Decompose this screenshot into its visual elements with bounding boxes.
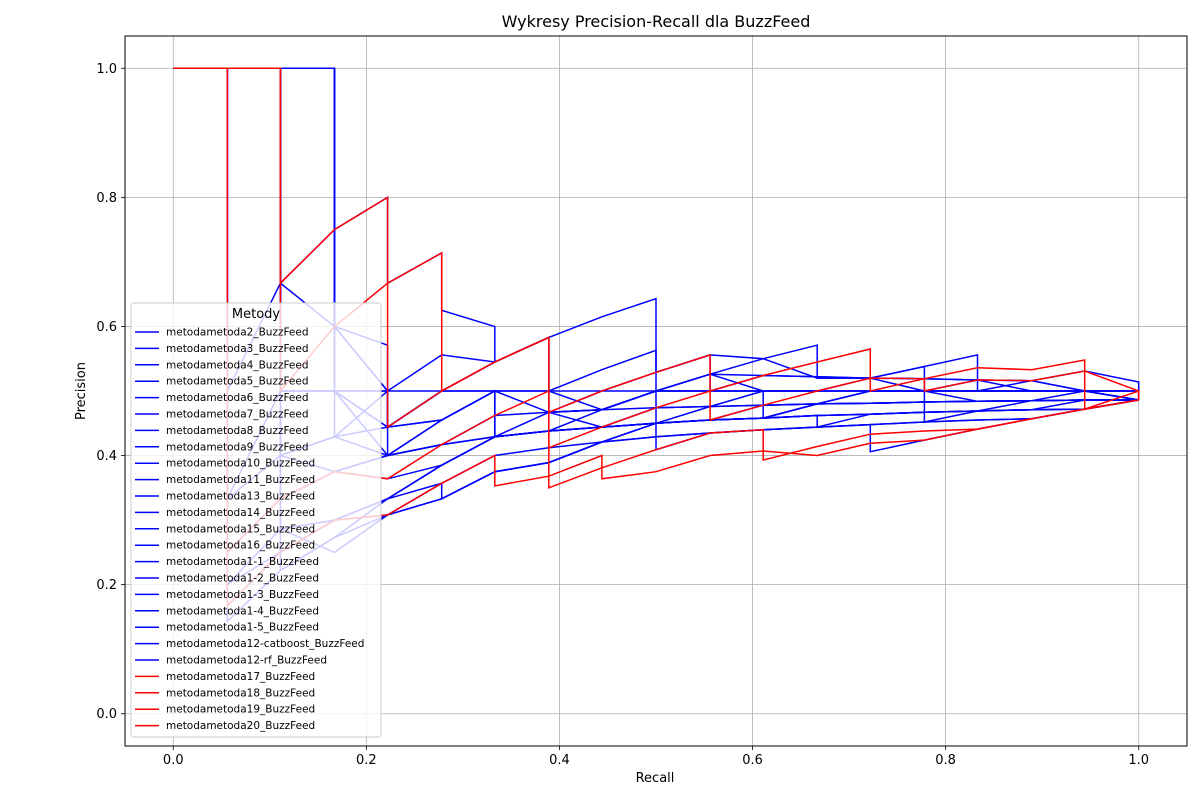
legend-box <box>130 302 382 738</box>
legend-label: metodametoda20_BuzzFeed <box>166 720 315 732</box>
x-tick-label: 0.6 <box>742 753 763 768</box>
legend-label: metodametoda19_BuzzFeed <box>166 704 315 716</box>
legend-label: metodametoda12-rf_BuzzFeed <box>166 655 327 667</box>
series-line-metodametoda17_BuzzFeed <box>173 67 1140 449</box>
x-tick-label: 0.2 <box>356 753 377 768</box>
legend-label: metodametoda12-catboost_BuzzFeed <box>166 638 364 650</box>
legend-label: metodametoda11_BuzzFeed <box>166 474 315 486</box>
y-tick-label: 0.2 <box>96 578 117 593</box>
x-axis: 0.0 0.2 0.4 0.6 0.8 1.0 <box>163 746 1149 768</box>
legend-label: metodametoda1-4_BuzzFeed <box>166 605 319 617</box>
y-tick-label: 0.0 <box>96 707 117 722</box>
legend-label: metodametoda8_BuzzFeed <box>166 425 309 437</box>
plot-frame <box>124 35 1188 747</box>
legend-label: metodametoda5_BuzzFeed <box>166 376 309 388</box>
x-tick-label: 1.0 <box>1128 753 1149 768</box>
legend-label: metodametoda18_BuzzFeed <box>166 687 315 699</box>
y-tick-label: 0.8 <box>96 191 117 206</box>
legend-label: metodametoda1-3_BuzzFeed <box>166 589 319 601</box>
legend-label: metodametoda6_BuzzFeed <box>166 392 309 404</box>
legend-label: metodametoda1-1_BuzzFeed <box>166 556 319 568</box>
x-tick-label: 0.4 <box>549 753 570 768</box>
legend-title: Metody <box>232 307 281 322</box>
legend: Metody metodametoda2_BuzzFeedmetodametod… <box>130 302 382 738</box>
legend-label: metodametoda7_BuzzFeed <box>166 409 309 421</box>
series-line-metodametoda18_BuzzFeed <box>173 67 1140 421</box>
legend-label: metodametoda3_BuzzFeed <box>166 343 309 355</box>
y-axis-label: Precision <box>74 362 89 420</box>
y-axis: 0.0 0.2 0.4 0.6 0.8 1.0 <box>96 62 125 722</box>
legend-label: metodametoda1-5_BuzzFeed <box>166 622 319 634</box>
x-axis-label: Recall <box>636 771 675 786</box>
y-tick-label: 0.6 <box>96 320 117 335</box>
x-tick-label: 0.8 <box>935 753 956 768</box>
legend-entries: metodametoda2_BuzzFeed metodametoda3_Buzz… <box>135 327 364 732</box>
legend-label: metodametoda10_BuzzFeed <box>166 458 315 470</box>
legend-label: metodametoda9_BuzzFeed <box>166 441 309 453</box>
x-tick-label: 0.0 <box>163 753 184 768</box>
legend-label: metodametoda4_BuzzFeed <box>166 359 309 371</box>
legend-label: metodametoda13_BuzzFeed <box>166 491 315 503</box>
legend-label: metodametoda1-2_BuzzFeed <box>166 573 319 585</box>
chart-title: Wykresy Precision-Recall dla BuzzFeed <box>502 12 811 31</box>
legend-label: metodametoda16_BuzzFeed <box>166 540 315 552</box>
legend-label: metodametoda17_BuzzFeed <box>166 671 315 683</box>
legend-label: metodametoda15_BuzzFeed <box>166 523 315 535</box>
y-tick-label: 0.4 <box>96 449 117 464</box>
y-tick-label: 1.0 <box>96 62 117 77</box>
legend-label: metodametoda2_BuzzFeed <box>166 327 309 339</box>
legend-label: metodametoda14_BuzzFeed <box>166 507 315 519</box>
